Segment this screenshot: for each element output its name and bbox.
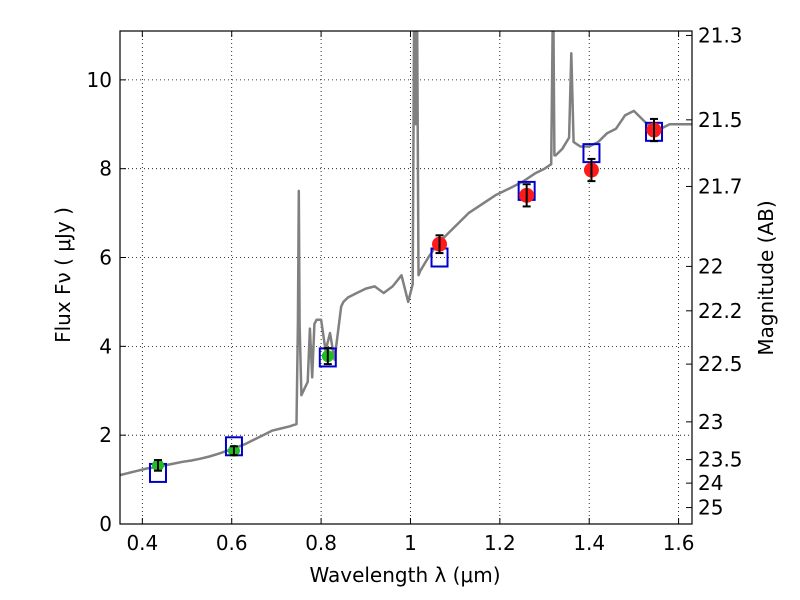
tick-layer: 0.4 0.6 0.8 1 1.2 1.4 1.6024681021.321.521.722… bbox=[87, 23, 743, 555]
y2-tick-label: 22 bbox=[698, 254, 723, 278]
x-axis-label: Wavelength λ (μm) bbox=[309, 563, 500, 587]
y-tick-label: 0 bbox=[99, 512, 112, 536]
y2-tick-label: 24 bbox=[698, 471, 723, 495]
y2-tick-label: 22.5 bbox=[698, 352, 743, 376]
axes-frame bbox=[119, 30, 693, 525]
y2-axis-label: Magnitude (AB) bbox=[754, 200, 778, 355]
plot-frame bbox=[119, 30, 693, 525]
x-tick-label: 1.2 bbox=[484, 531, 516, 555]
y-axis-label: Flux Fν ( μJy ) bbox=[51, 207, 75, 343]
y-tick-label: 8 bbox=[99, 157, 112, 181]
y2-tick-label: 21.5 bbox=[698, 108, 743, 132]
y-tick-label: 2 bbox=[99, 423, 112, 447]
y2-tick-label: 21.7 bbox=[698, 174, 743, 198]
y-tick-label: 10 bbox=[87, 68, 112, 92]
x-tick-label: 1 bbox=[404, 531, 417, 555]
x-tick-label: 0.8 bbox=[305, 531, 337, 555]
photometry-layer bbox=[151, 117, 662, 472]
y2-tick-label: 22.2 bbox=[698, 299, 743, 323]
y2-tick-label: 23 bbox=[698, 410, 723, 434]
x-tick-label: 1.6 bbox=[663, 531, 695, 555]
sed-template-layer bbox=[120, 31, 692, 477]
y2-tick-label: 21.3 bbox=[698, 23, 743, 47]
y-tick-label: 6 bbox=[99, 246, 112, 270]
x-tick-label: 0.6 bbox=[216, 531, 248, 555]
sed-template-line bbox=[120, 31, 692, 477]
x-tick-label: 0.4 bbox=[126, 531, 158, 555]
y-tick-label: 4 bbox=[99, 334, 112, 358]
x-tick-label: 1.4 bbox=[573, 531, 605, 555]
y2-tick-label: 25 bbox=[698, 496, 723, 520]
y2-tick-label: 23.5 bbox=[698, 448, 743, 472]
